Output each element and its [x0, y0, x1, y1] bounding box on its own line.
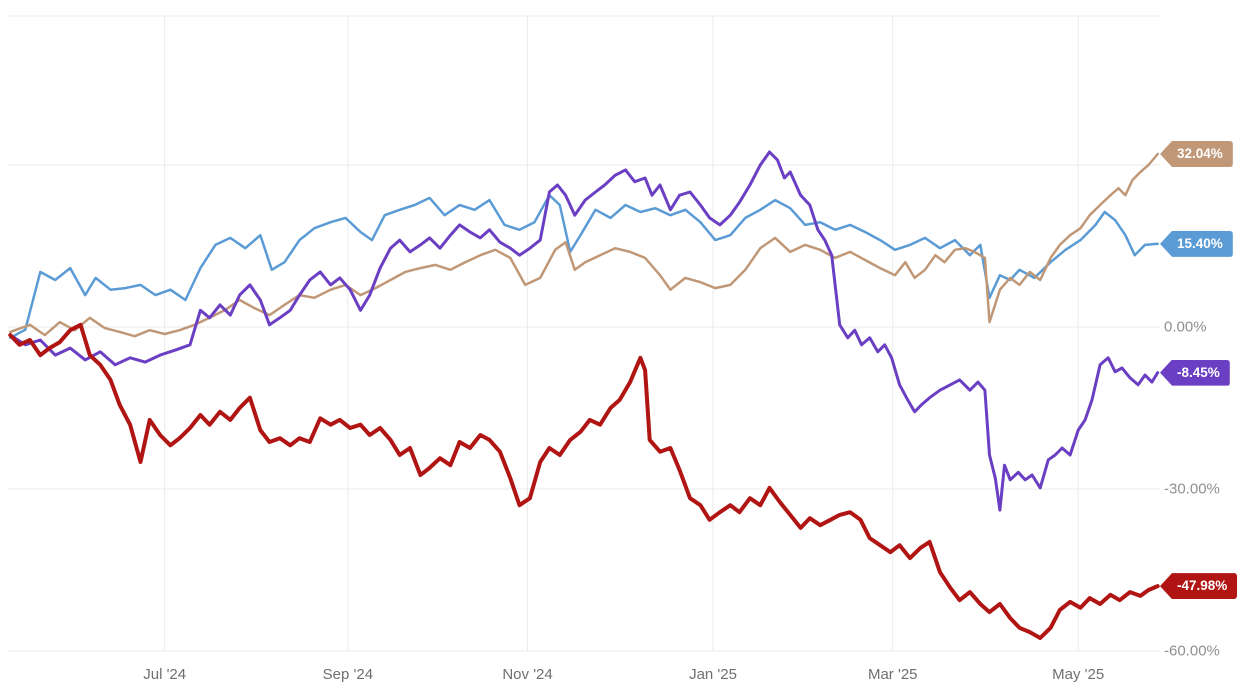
series-line-tan	[9, 152, 1159, 338]
x-tick-label: Sep '24	[322, 666, 374, 683]
x-tick-label: Jan '25	[689, 666, 737, 683]
series-line-blue	[9, 193, 1159, 340]
series-line-red	[8, 322, 1160, 640]
end-value-badge-blue: 15.40%	[1160, 230, 1233, 257]
series-line-purple	[8, 150, 1160, 512]
x-tick-label: Mar '25	[867, 666, 918, 683]
end-value-badge-red: -47.98%	[1160, 573, 1238, 600]
x-tick-label: Nov '24	[502, 666, 553, 683]
end-value-badge-tan: 32.04%	[1160, 140, 1233, 167]
x-tick-label: May '25	[1052, 666, 1105, 683]
x-tick-label: Jul '24	[143, 666, 187, 683]
y-tick-label: -30.00%	[1164, 480, 1220, 498]
end-value-badge-purple: -8.45%	[1160, 359, 1230, 386]
y-tick-label: -60.00%	[1164, 642, 1220, 660]
y-tick-label: 0.00%	[1164, 318, 1207, 336]
